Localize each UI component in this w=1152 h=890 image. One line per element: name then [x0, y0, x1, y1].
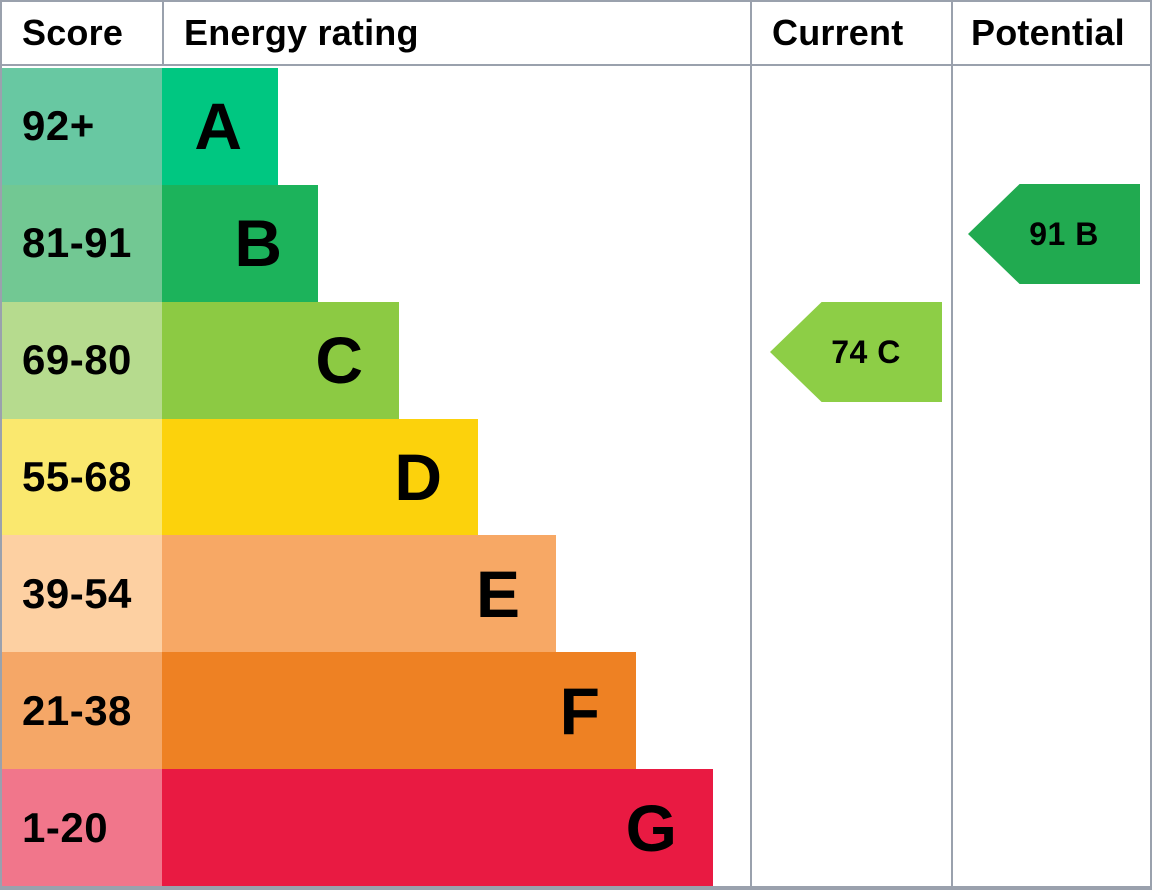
rating-bar-f: F: [162, 652, 636, 770]
band-row-f: 21-38 F: [2, 652, 1150, 770]
rating-bar-e: E: [162, 535, 556, 653]
potential-rating-label: 91 B: [1029, 215, 1099, 252]
band-row-a: 92+ A: [2, 68, 1150, 185]
band-row-g: 1-20 G: [2, 769, 1150, 886]
band-row-d: 55-68 D: [2, 418, 1150, 536]
header-potential: Potential: [971, 12, 1125, 53]
band-row-b: 81-91 B: [2, 184, 1150, 302]
chart-header-row: Score Energy rating Current Potential: [2, 2, 1150, 66]
header-current: Current: [772, 12, 904, 53]
header-score: Score: [22, 12, 124, 53]
score-range-f: 21-38: [2, 652, 162, 770]
rating-bar-c: C: [162, 301, 399, 419]
score-range-g: 1-20: [2, 769, 162, 886]
header-energy-rating: Energy rating: [162, 2, 752, 64]
rating-bar-d: D: [162, 418, 478, 536]
score-range-b: 81-91: [2, 184, 162, 302]
rating-bar-b: B: [162, 184, 318, 302]
score-range-d: 55-68: [2, 418, 162, 536]
score-range-a: 92+: [2, 68, 162, 185]
current-column-divider: [750, 2, 752, 886]
band-row-c: 69-80 C: [2, 301, 1150, 419]
rating-bar-a: A: [162, 68, 278, 185]
band-row-e: 39-54 E: [2, 535, 1150, 653]
rating-bands: 92+ A 81-91 B 69-80 C 55-68 D 39-54 E 21…: [2, 68, 1150, 886]
potential-column-divider: [951, 2, 953, 886]
current-rating-label: 74 C: [831, 333, 901, 370]
score-range-c: 69-80: [2, 301, 162, 419]
rating-bar-g: G: [162, 769, 713, 886]
score-range-e: 39-54: [2, 535, 162, 653]
